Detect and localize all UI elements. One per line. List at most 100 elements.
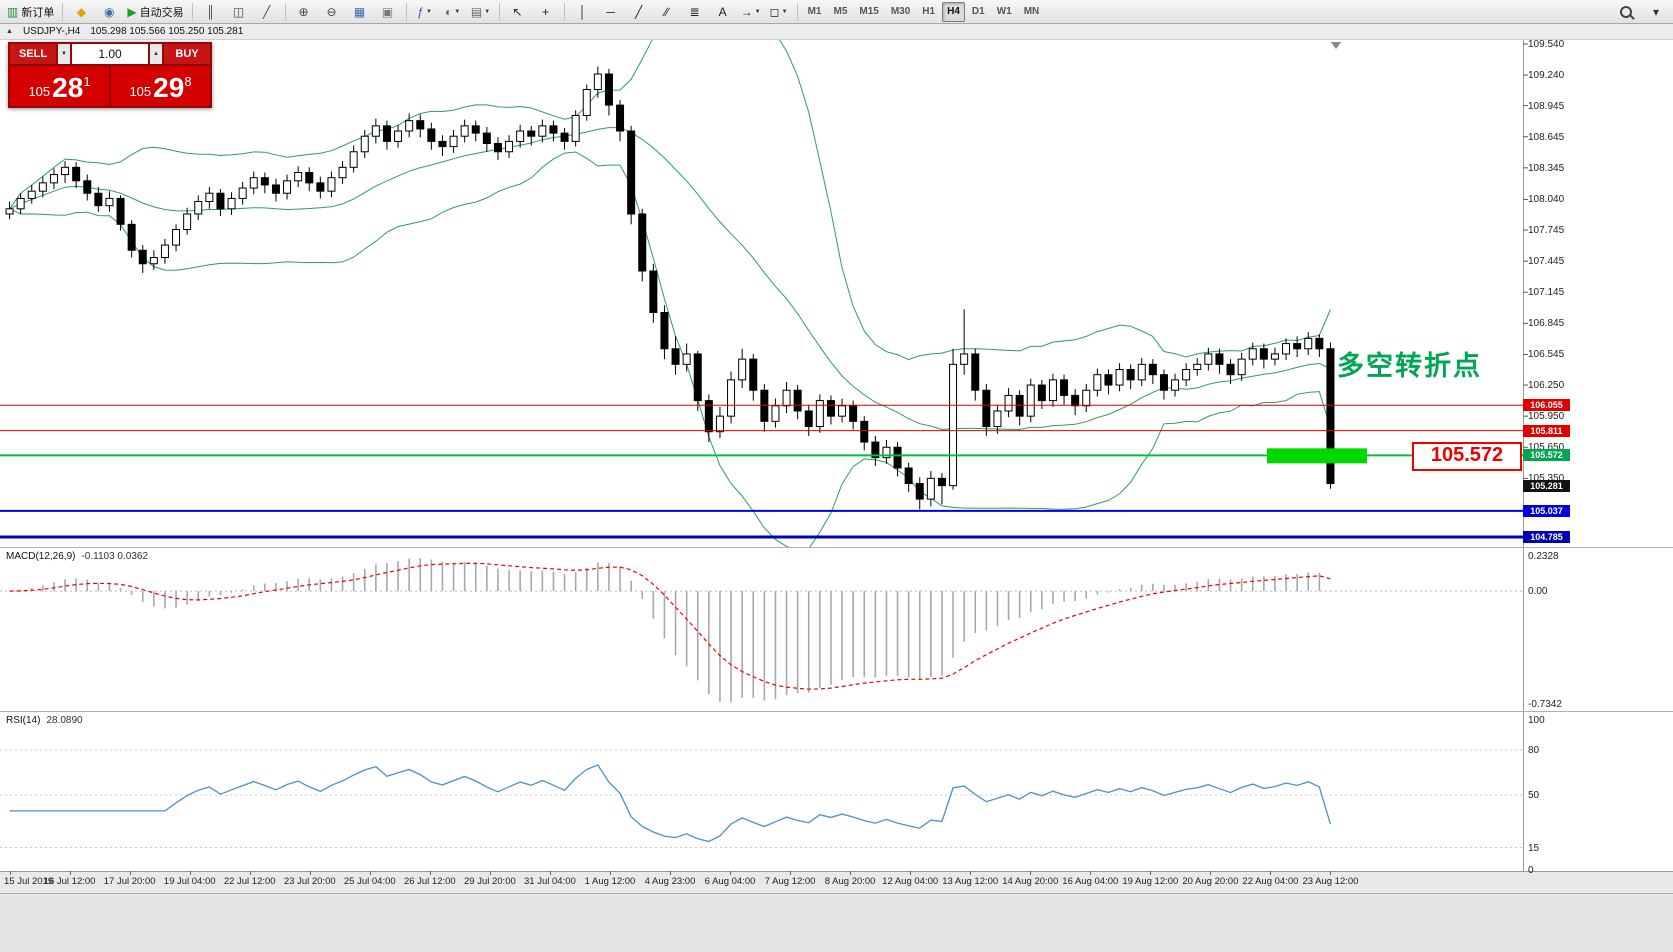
chart-canvas[interactable] (0, 24, 1673, 893)
timeframe-mn-button[interactable]: MN (1023, 6, 1040, 17)
auto-arrange-icon: ▣ (381, 4, 394, 19)
indicators-button[interactable]: ƒ ▼ (412, 1, 438, 23)
search-button[interactable] (1613, 1, 1639, 23)
new-order-icon: ▥ (7, 4, 19, 19)
auto-arrange-button[interactable]: ▣ (375, 1, 401, 23)
toolbar-options-icon: ▾ (1652, 4, 1660, 19)
buy-price-big: 29 (153, 72, 185, 103)
trendline-button[interactable]: ╱ (626, 1, 652, 23)
buy-price-prefix: 105 (129, 84, 152, 99)
timeframe-m5-button[interactable]: M5 (833, 6, 848, 17)
toolbar-separator (563, 2, 565, 21)
equidistant-channel-button[interactable]: ∕∕ (654, 1, 680, 23)
chart-title-bar: ▲ USDJPY-,H4 105.298 105.566 105.250 105… (0, 24, 1673, 40)
new-order-button-label: 新订单 (21, 6, 55, 19)
crosshair-icon: + (542, 4, 550, 19)
templates-icon: ▤ (470, 4, 483, 19)
bar-chart-icon: ║ (206, 4, 215, 19)
trendline-icon: ╱ (634, 4, 643, 19)
chart-ohlc-readout: 105.298 105.566 105.250 105.281 (90, 26, 244, 37)
macd-name: MACD(12,26,9) (6, 551, 76, 562)
dropdown-arrow-icon: ▼ (754, 8, 761, 15)
cursor-button[interactable]: ↖ (505, 1, 531, 23)
dropdown-arrow-icon: ▼ (425, 8, 432, 15)
horizontal-line-icon: ─ (606, 4, 615, 19)
rsi-plot (0, 749, 1523, 848)
sell-price-big: 28 (52, 72, 84, 103)
zoom-in-button[interactable]: ⊕ (291, 1, 317, 23)
indicators-icon: ƒ (417, 4, 424, 19)
price-axis[interactable] (1523, 40, 1673, 871)
sell-button[interactable]: SELL (10, 44, 56, 64)
timeframe-d1-button[interactable]: D1 (971, 6, 985, 17)
tile-windows-button[interactable]: ▦ (347, 1, 373, 23)
volume-input[interactable]: 1.00 (72, 44, 148, 64)
shapes-icon: ◻ (769, 4, 780, 19)
periods-icon: ◐ (444, 4, 453, 19)
timeframe-m1-button[interactable]: M1 (807, 6, 822, 17)
arrows-button[interactable]: → ▼ (738, 1, 764, 23)
bollinger-upper-band (9, 40, 1331, 361)
hammer-button[interactable]: ◆ (68, 1, 94, 23)
sell-price-button[interactable]: 105 28 1 (10, 66, 109, 106)
text-button[interactable]: A (710, 1, 736, 23)
volume-up-button[interactable]: ▲ (150, 44, 162, 64)
periods-button[interactable]: ◐ ▼ (440, 1, 466, 23)
timeframe-h1-button[interactable]: H1 (922, 6, 936, 17)
candlestick-chart-button[interactable]: ◫ (226, 1, 252, 23)
text-icon: A (718, 4, 727, 19)
bar-chart-button[interactable]: ║ (198, 1, 224, 23)
toolbar-separator (405, 2, 407, 21)
toolbar-right-group: ▾ (1613, 1, 1669, 23)
timeframe-m15-button[interactable]: M15 (859, 6, 879, 17)
buy-button[interactable]: BUY (164, 44, 210, 64)
hammer-icon: ◆ (76, 4, 86, 19)
auto-trading-button-label: 自动交易 (139, 6, 184, 19)
chart-window: ▲ USDJPY-,H4 105.298 105.566 105.250 105… (0, 24, 1673, 893)
vertical-line-button[interactable]: │ (570, 1, 596, 23)
highlight-zone[interactable] (1267, 448, 1367, 464)
toolbar-separator (796, 2, 798, 21)
dropdown-arrow-icon: ▼ (781, 8, 788, 15)
templates-button[interactable]: ▤ ▼ (468, 1, 494, 23)
toolbar-options-button[interactable]: ▾ (1643, 1, 1669, 23)
tile-windows-icon: ▦ (353, 4, 366, 19)
zoom-out-icon: ⊖ (326, 4, 337, 19)
fibonacci-button[interactable]: ≣ (682, 1, 708, 23)
volume-down-button[interactable]: ▼ (58, 44, 70, 64)
rsi-indicator-label: RSI(14) 28.0890 (6, 715, 83, 726)
timeframe-h4-button[interactable]: H4 (942, 1, 965, 22)
macd-plot (0, 558, 1523, 702)
timeframe-m30-button[interactable]: M30 (890, 6, 911, 17)
dropdown-arrow-icon: ▼ (484, 8, 491, 15)
profile-button[interactable]: ◉ (96, 1, 122, 23)
candlestick-chart-icon: ◫ (232, 4, 245, 19)
new-order-button[interactable]: ▥ 新订单 (4, 1, 57, 23)
zoom-out-button[interactable]: ⊖ (319, 1, 345, 23)
profile-icon: ◉ (104, 4, 115, 19)
rsi-value: 28.0890 (46, 715, 83, 726)
line-chart-button[interactable]: ╱ (254, 1, 280, 23)
bollinger-middle-band (9, 127, 1331, 431)
crosshair-button[interactable]: + (533, 1, 559, 23)
time-axis[interactable] (0, 871, 1673, 893)
horizontal-line-button[interactable]: ─ (598, 1, 624, 23)
dropdown-arrow-icon: ▼ (454, 8, 461, 15)
sell-price-prefix: 105 (28, 84, 51, 99)
turning-point-text[interactable]: 多空转折点 (1337, 351, 1482, 381)
line-chart-icon: ╱ (262, 4, 271, 19)
rsi-line (9, 764, 1332, 843)
macd-indicator-label: MACD(12,26,9) -0.1103 0.0362 (6, 551, 148, 562)
timeframe-w1-button[interactable]: W1 (996, 6, 1012, 17)
toolbar-separator (498, 2, 500, 21)
auto-trading-button[interactable]: ▶ 自动交易 (124, 1, 186, 23)
bollinger-lower-band (9, 151, 1331, 547)
buy-price-sup: 8 (184, 74, 192, 89)
search-icon (1620, 5, 1632, 18)
price-level-label[interactable]: 105.572 (1412, 442, 1522, 471)
buy-price-button[interactable]: 105 29 8 (111, 66, 210, 106)
shapes-button[interactable]: ◻ ▼ (766, 1, 792, 23)
toolbar: ▥ 新订单 ◆ ◉ ▶ 自动交易 ║ ◫ ╱ ⊕ ⊖ ▦ ▣ ƒ ▼ ◐ ▼ ▤ ▼ ↖ + │ ─ ╱ ∕∕ ≣ A → ▼ ◻ ▼ M1 M… (0, 0, 1673, 24)
toolbar-separator (62, 2, 64, 21)
